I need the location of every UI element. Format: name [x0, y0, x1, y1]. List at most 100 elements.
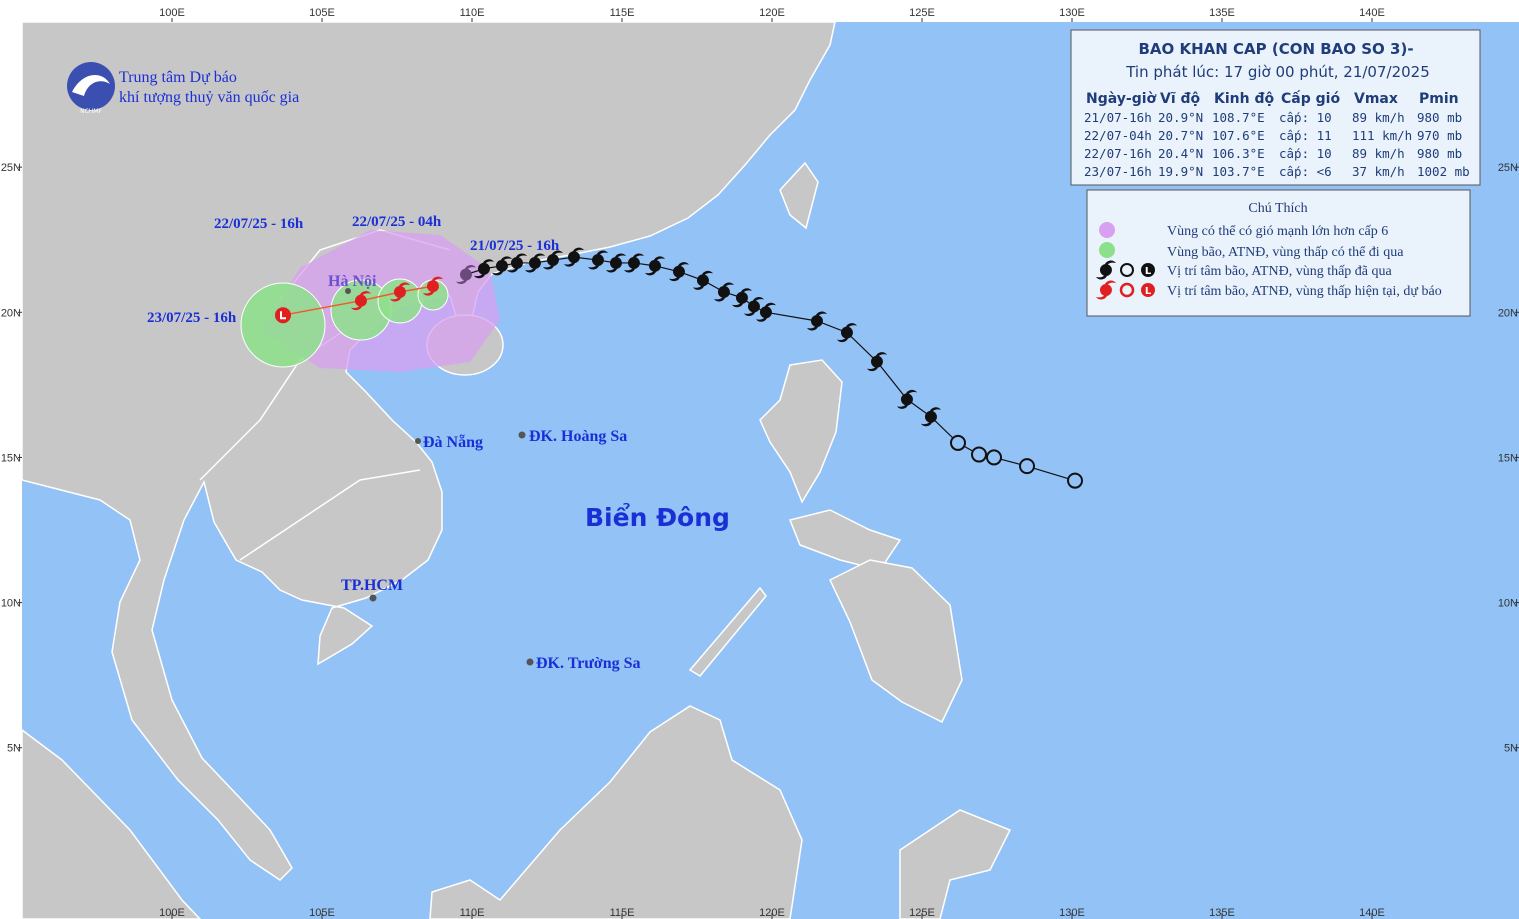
legend-symbol: L [1145, 286, 1152, 297]
table-cell: cấp: 11 [1279, 128, 1332, 143]
place-label: ĐK. Hoàng Sa [529, 428, 627, 445]
lat-label: 5N [1504, 743, 1518, 755]
sea-label: Biển Đông [585, 502, 730, 532]
table-cell: 108.7°E [1212, 110, 1265, 125]
storm-track [275, 247, 1083, 489]
time-label: 22/07/25 - 04h [352, 214, 442, 230]
info-box: BAO KHAN CAP (CON BAO SO 3)- Tin phát lú… [1070, 29, 1481, 186]
table-cell: 107.6°E [1212, 128, 1265, 143]
table-cell: 20.9°N [1158, 110, 1203, 125]
low-letter [280, 311, 286, 320]
forecast-table: Ngày-giờ Vĩ độ Kinh độ Cấp gió Vmax Pmin 21/07… [1084, 90, 1470, 179]
table-cell: 970 mb [1417, 128, 1462, 143]
lat-label: 25N [1, 162, 21, 174]
table-cell: 106.3°E [1212, 146, 1265, 161]
sulawesi [899, 809, 1012, 919]
lon-label: 120E [759, 907, 785, 919]
lon-label: 135E [1209, 907, 1235, 919]
table-cell: 89 km/h [1352, 110, 1405, 125]
legend-title: Chú Thích [1248, 201, 1307, 216]
lon-label: 115E [610, 907, 635, 919]
lat-label: 15N [1498, 452, 1518, 464]
table-cell: 19.9°N [1158, 164, 1203, 179]
lon-label: 120E [759, 7, 785, 19]
lon-label: 105E [309, 7, 335, 19]
table-header: Cấp gió [1281, 90, 1340, 107]
past-low-center [950, 434, 966, 451]
table-cell: 23/07-16h [1084, 164, 1152, 179]
logo [67, 62, 115, 110]
forecast-track-line [282, 285, 434, 316]
table-header: Kinh độ [1214, 91, 1274, 107]
place-label: TP.HCM [341, 577, 403, 594]
taiwan [779, 161, 819, 230]
table-cell: 20.7°N [1158, 128, 1203, 143]
city-dot [526, 658, 534, 666]
legend-swatch [1099, 222, 1115, 238]
visayas [788, 509, 902, 571]
lon-label: 140E [1359, 907, 1385, 919]
legend-item: Vị trí tâm bão, ATNĐ, vùng thấp hiện tại… [1167, 284, 1442, 299]
time-label: 21/07/25 - 16h [470, 238, 560, 254]
legend-symbol [1120, 263, 1134, 277]
legend-item: Vùng bão, ATNĐ, vùng thấp có thể đi qua [1167, 245, 1404, 260]
table-cell: cấp: 10 [1279, 146, 1332, 161]
agency-name: Trung tâm Dự báo [119, 69, 237, 86]
table-cell: 980 mb [1417, 110, 1462, 125]
palawan [688, 586, 767, 677]
logo-wave [72, 74, 110, 96]
info-box-bg [1070, 29, 1481, 186]
table-cell: cấp: 10 [1279, 110, 1332, 125]
logo-text: NCHMF [80, 108, 102, 115]
table-cell: 1002 mb [1417, 164, 1470, 179]
table-header: Ngày-giờ [1086, 91, 1157, 107]
mainland [21, 21, 836, 881]
mindanao [829, 559, 963, 724]
past-low-center [971, 446, 987, 463]
table-cell: 980 mb [1417, 146, 1462, 161]
lon-label: 130E [1059, 7, 1085, 19]
lon-label: 125E [909, 7, 935, 19]
place-label: Hà Nội [328, 273, 377, 290]
forecast-low-center [275, 307, 291, 324]
table-header: Vmax [1354, 91, 1398, 107]
table-cell: 21/07-16h [1084, 110, 1152, 125]
places: Hà Nội Đà Nẵng ĐK. Hoàng Sa TP.HCM ĐK. T… [147, 214, 730, 672]
table-cell: 20.4°N [1158, 146, 1203, 161]
past-low-center [986, 449, 1002, 466]
borneo [429, 705, 803, 919]
lon-label: 110E [460, 907, 485, 919]
lon-label: 105E [309, 907, 335, 919]
lon-label: 115E [610, 7, 635, 19]
table-cell: 37 km/h [1352, 164, 1405, 179]
table-cell: 89 km/h [1352, 146, 1405, 161]
legend-item: Vùng có thể có gió mạnh lớn hơn cấp 6 [1167, 224, 1388, 239]
table-cell: 22/07-04h [1084, 128, 1152, 143]
lon-label: 110E [460, 7, 485, 19]
lon-label: 135E [1209, 7, 1235, 19]
place-label: Đà Nẵng [423, 434, 483, 451]
lat-label: 15N [1, 452, 21, 464]
place-label: ĐK. Trường Sa [536, 655, 641, 672]
lon-label: 100E [159, 907, 185, 919]
luzon [759, 359, 843, 504]
legend-item: Vị trí tâm bão, ATNĐ, vùng thấp đã qua [1167, 264, 1393, 279]
table-cell: 22/07-16h [1084, 146, 1152, 161]
danger-zone [240, 282, 326, 368]
city-dot [369, 594, 377, 602]
legend-symbol [1119, 282, 1135, 298]
lat-label: 5N [7, 743, 21, 755]
lon-label: 140E [1359, 7, 1385, 19]
time-label: 23/07/25 - 16h [147, 310, 237, 326]
lon-label: 125E [909, 907, 935, 919]
legend-symbol [1141, 283, 1155, 297]
legend-symbol: L [1145, 266, 1152, 277]
past-low-center [1019, 458, 1035, 475]
legend-swatch [1099, 242, 1115, 258]
table-header: Vĩ độ [1160, 91, 1201, 107]
lat-label: 20N [1, 307, 21, 319]
lon-label: 100E [159, 7, 185, 19]
past-low-center [1067, 472, 1083, 489]
